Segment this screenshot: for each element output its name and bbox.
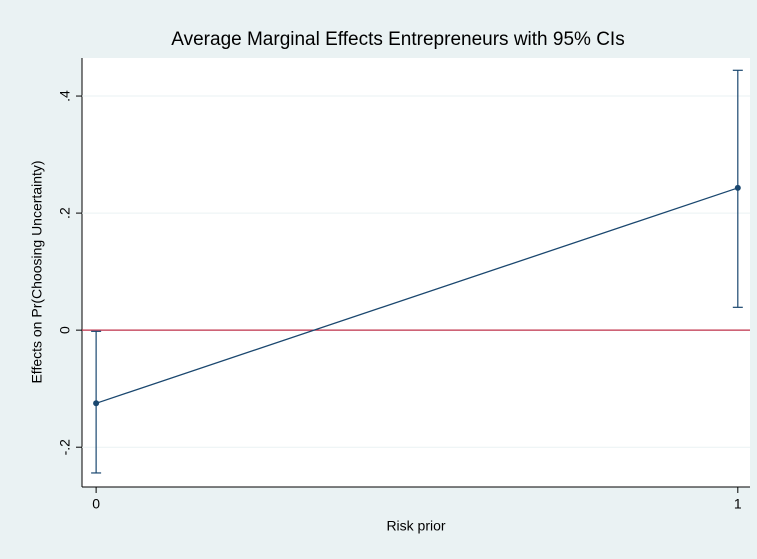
chart-title: Average Marginal Effects Entrepreneurs w…	[171, 29, 624, 50]
y-tick-label: .2	[57, 207, 73, 219]
y-tick-label: 0	[57, 326, 73, 334]
x-tick-label: 1	[734, 496, 742, 512]
x-tick-label: 0	[92, 496, 100, 512]
y-tick-label: .4	[57, 90, 73, 102]
y-axis-label: Effects on Pr(Choosing Uncertainty)	[29, 160, 45, 383]
y-tick-label: -.2	[57, 439, 73, 456]
plot-area	[82, 58, 750, 487]
x-axis-label: Risk prior	[386, 518, 445, 534]
point	[734, 184, 741, 191]
point	[93, 400, 100, 407]
line	[95, 187, 739, 404]
